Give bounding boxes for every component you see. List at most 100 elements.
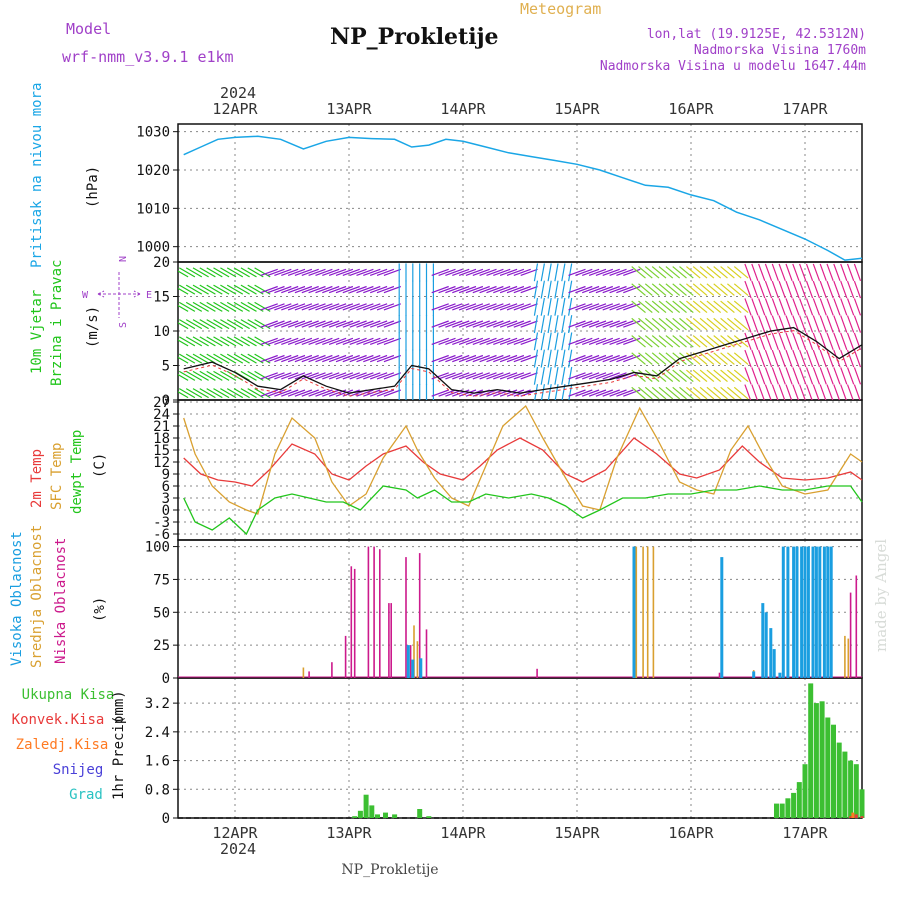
wind-arrow [733, 335, 749, 348]
wind-arrow [465, 285, 484, 294]
wind-arrow [623, 337, 641, 345]
wind-arrow [369, 337, 388, 345]
wind-arrow [267, 337, 285, 345]
precip-total-bar [802, 764, 808, 818]
wind-arrow [452, 354, 470, 363]
temp-ylabel: 2m Temp [29, 449, 45, 508]
wind-arrow [493, 372, 511, 380]
wind-arrow [812, 384, 820, 400]
wind-arrow [179, 301, 196, 312]
wind-arrow [233, 319, 250, 330]
wind-arrow [744, 263, 752, 282]
wind-arrow [294, 354, 313, 363]
wind-arrow [479, 285, 497, 294]
wind-arrow [665, 352, 681, 365]
wind-arrow [260, 285, 278, 294]
wind-arrow [438, 354, 456, 363]
y-tick-label: 24 [153, 407, 170, 423]
wind-arrow [520, 354, 538, 363]
wind-arrow [356, 372, 374, 380]
wind-arrow [706, 369, 722, 383]
wind-arrow [602, 354, 620, 363]
wind-arrow [486, 268, 504, 276]
wind-arrow [733, 283, 749, 296]
wind-arrow [771, 384, 779, 400]
wind-arrow [356, 320, 374, 328]
wind-arrow [472, 372, 490, 380]
wind-arrow [308, 285, 326, 294]
wind-arrow [472, 285, 490, 294]
wind-arrow [623, 285, 641, 294]
wind-arrow [356, 303, 374, 311]
wind-arrow [651, 335, 667, 348]
pressure-unit: (hPa) [85, 166, 101, 208]
wind-arrow [499, 303, 518, 311]
cloud_mid-bar [416, 641, 419, 678]
wind-arrow [179, 388, 196, 399]
wind-arrow [240, 353, 257, 364]
y-tick-label: 25 [153, 638, 170, 654]
wind-arrow [445, 337, 463, 345]
wind-arrow [452, 372, 470, 380]
panel-frame [177, 677, 863, 819]
wind-arrow [226, 301, 244, 312]
wind-arrow [665, 369, 681, 383]
wind-arrow [751, 298, 759, 316]
wind-arrow [778, 349, 786, 368]
wind-arrow [805, 298, 814, 316]
wind-arrow [785, 367, 793, 385]
wind-arrow [260, 372, 278, 380]
wind-arrow [588, 268, 607, 276]
cloud_mid-bar [413, 625, 415, 678]
wind-arrow [686, 352, 701, 365]
wind-arrow [785, 298, 793, 316]
wind-arrow [335, 285, 354, 294]
dewpoint-line [183, 485, 863, 536]
wind-arrow [720, 283, 735, 296]
wind-arrow [281, 320, 299, 328]
wind-arrow [568, 263, 573, 282]
panel-clouds: 0 25 50 75 100 [145, 539, 863, 687]
wind-arrow [805, 367, 814, 385]
y-tick-label: 1.6 [145, 754, 170, 770]
precip-total-bar [774, 803, 779, 818]
wind-arrow [771, 263, 779, 282]
wind-arrow [706, 386, 722, 400]
wind-arrow [178, 304, 189, 312]
wind-arrow [665, 283, 681, 296]
wind-arrow [322, 320, 340, 328]
wind-arrow [561, 280, 566, 299]
precip-total-bar [791, 792, 797, 818]
precip-total-bar [836, 742, 842, 818]
cloud_high-bar [829, 546, 833, 678]
wind-arrow [438, 303, 456, 311]
precip-total-bar [417, 809, 423, 818]
wind-arrow [713, 283, 728, 296]
wind-arrow [727, 352, 742, 365]
wind-arrow [840, 332, 848, 351]
wind-arrow [595, 285, 614, 294]
wind-arrow [226, 336, 244, 347]
y-tick-label: 0 [162, 811, 170, 827]
wind-arrow [240, 284, 257, 295]
wind-arrow [376, 268, 395, 276]
wind-arrow [274, 285, 292, 294]
wind-arrow [308, 303, 326, 311]
wind-arrow [826, 315, 834, 333]
wind-arrow [328, 320, 347, 328]
wind-arrow [581, 337, 600, 345]
wind-arrow [363, 320, 381, 328]
wind-arrow [267, 320, 285, 328]
y-tick-label: 1030 [136, 125, 170, 141]
wind-arrow [220, 353, 237, 364]
y-tick-label: 0 [162, 393, 170, 409]
wind-arrow [499, 389, 518, 397]
wind-arrow [602, 285, 620, 294]
wind-arrow [335, 372, 354, 380]
wind-arrow [778, 332, 786, 351]
wind-arrow [499, 320, 518, 328]
wind-arrow [692, 283, 708, 296]
wind-arrow [727, 317, 742, 331]
precip-ylabel: 1hr Precip [111, 716, 127, 800]
